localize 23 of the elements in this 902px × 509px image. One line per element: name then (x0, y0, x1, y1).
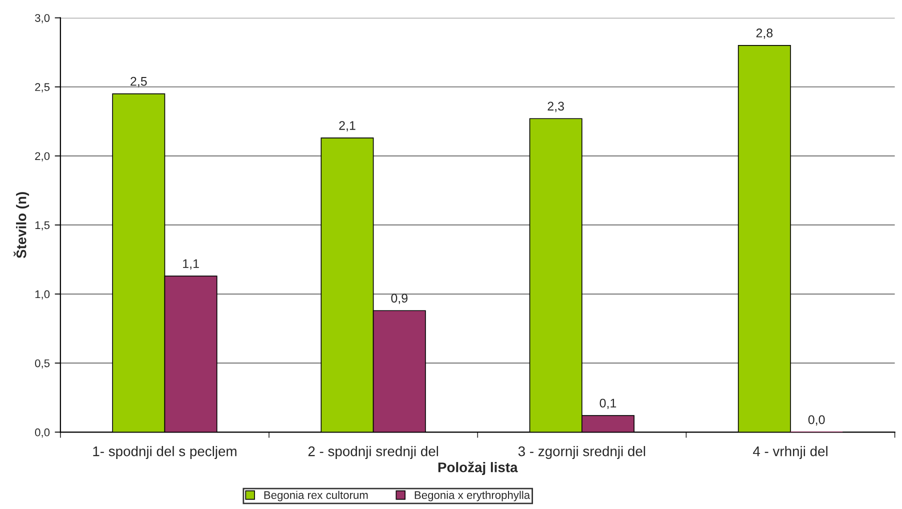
y-tick-label: 0,0 (35, 428, 50, 438)
y-tick-label: 1,0 (35, 290, 50, 300)
x-axis-title: Položaj lista (438, 462, 518, 476)
y-tick-label: 2,5 (35, 83, 50, 92)
x-tick-label: 3 - zgornji srednji del (518, 446, 646, 459)
data-label: 0,9 (391, 294, 408, 304)
data-label: 2,8 (756, 28, 773, 39)
data-label: 2,3 (548, 102, 564, 112)
data-label: 0,0 (808, 415, 825, 426)
y-tick-label: 0,5 (35, 359, 50, 369)
legend-label: Begonia rex cultorum (264, 490, 368, 502)
data-label: 2,5 (130, 76, 147, 88)
data-label: 1,1 (183, 259, 199, 270)
data-label: 0,1 (600, 398, 616, 410)
y-tick-label: 1,5 (35, 221, 50, 230)
y-axis-title: Število (n) (14, 192, 30, 258)
x-tick-label: 4 - vrhnji del (752, 446, 828, 459)
x-tick-label: 2 - spodnji srednji del (308, 446, 438, 459)
y-tick-label: 3,0 (34, 14, 50, 24)
x-tick-label: 1- spodnji del s pecljem (93, 446, 236, 459)
legend-label: Begonia x erythrophylla (414, 490, 530, 502)
y-tick-label: 2,0 (35, 152, 50, 162)
data-label: 2,1 (339, 121, 356, 132)
